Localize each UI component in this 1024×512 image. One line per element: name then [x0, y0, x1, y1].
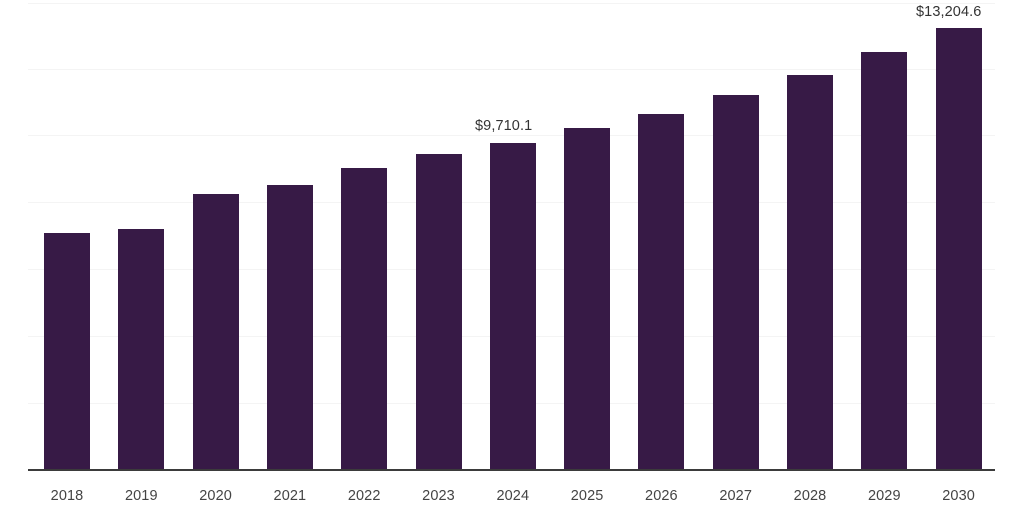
bar-2024[interactable] — [489, 143, 536, 469]
value-label-2024: $9,710.1 — [475, 118, 533, 134]
x-tick-label-2025: 2025 — [570, 488, 604, 504]
x-tick-label-2020: 2020 — [199, 488, 232, 504]
x-axis-line — [28, 469, 995, 471]
x-tick-label-2019: 2019 — [124, 488, 158, 504]
x-tick-label-2028: 2028 — [793, 488, 827, 504]
bar-2021[interactable] — [266, 185, 313, 469]
bar-2027[interactable] — [712, 95, 759, 469]
bar-2019[interactable] — [118, 229, 165, 469]
bar-2018[interactable] — [44, 233, 90, 469]
gridline — [28, 3, 995, 4]
bar-2029[interactable] — [861, 52, 908, 469]
gridline — [28, 69, 995, 70]
bars-layer — [44, 28, 982, 469]
bar-2025[interactable] — [564, 128, 611, 469]
bar-2020[interactable] — [192, 194, 239, 469]
bar-2028[interactable] — [787, 75, 833, 469]
x-axis-labels: 2018 2019 2020 2021 2022 2023 2024 2025 2026 2027… — [0, 470, 1024, 512]
bar-2023[interactable] — [415, 154, 462, 469]
bar-2022[interactable] — [341, 168, 388, 469]
x-tick-label-2022: 2022 — [347, 488, 381, 504]
x-tick-label-2026: 2026 — [645, 488, 678, 504]
bar-2030[interactable] — [935, 28, 982, 469]
x-tick-label-2027: 2027 — [719, 488, 753, 504]
bar-2026[interactable] — [638, 114, 685, 469]
x-tick-label-2030: 2030 — [942, 488, 975, 504]
gridline — [28, 135, 995, 136]
x-tick-label-2029: 2029 — [867, 488, 901, 504]
x-tick-label-2023: 2023 — [422, 488, 455, 504]
value-label-2030: $13,204.6 — [916, 4, 982, 20]
x-tick-label-2018: 2018 — [50, 488, 84, 504]
x-tick-label-2021: 2021 — [273, 488, 307, 504]
x-tick-label-2024: 2024 — [496, 488, 530, 504]
